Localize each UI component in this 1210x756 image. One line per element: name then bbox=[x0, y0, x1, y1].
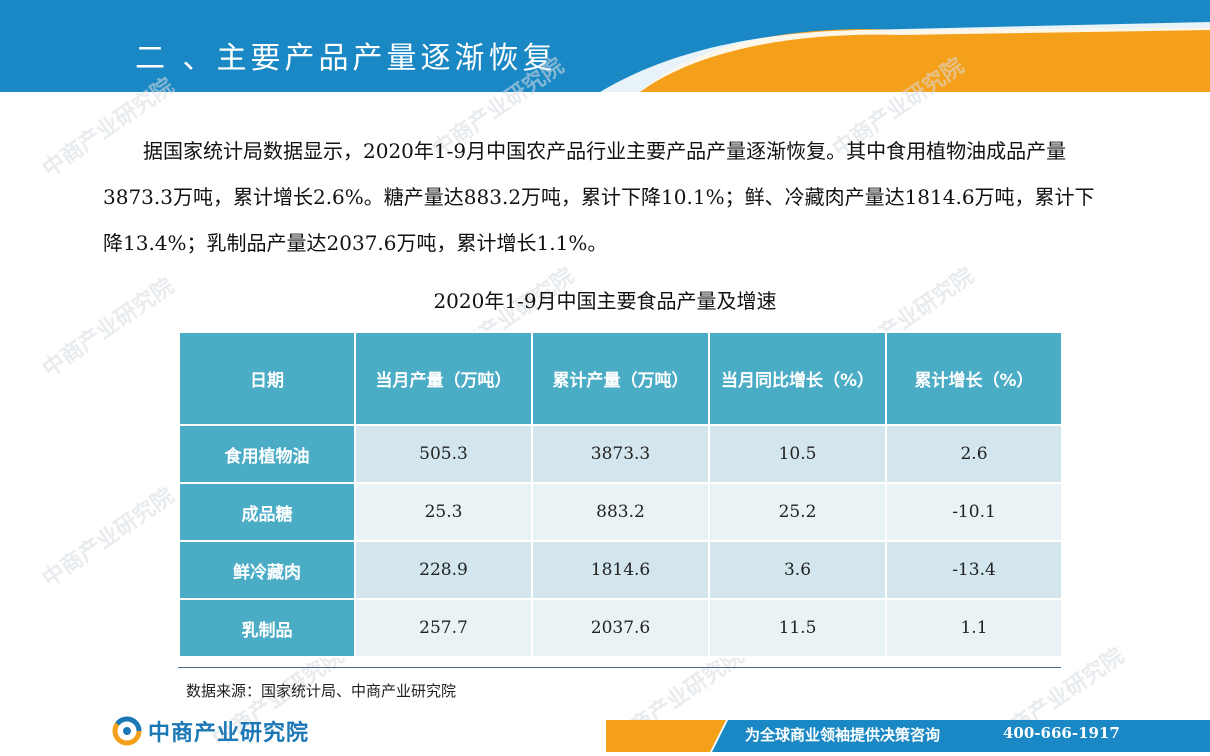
data-source-note: 数据来源：国家统计局、中商产业研究院 bbox=[186, 682, 457, 700]
footer-phone: 400-666-1917 bbox=[1003, 724, 1120, 742]
footer-slogan: 为全球商业领袖提供决策咨询 bbox=[745, 726, 941, 744]
header-cumulative-output: 累计产量（万吨） bbox=[531, 331, 710, 426]
cell-cumulative-output: 883.2 bbox=[531, 482, 710, 542]
page-title: 二 、主要产品产量逐渐恢复 bbox=[135, 41, 557, 76]
header-cumulative-growth: 累计增长（%） bbox=[885, 331, 1063, 426]
table-title: 2020年1-9月中国主要食品产量及增速 bbox=[433, 289, 777, 313]
header-monthly-output: 当月产量（万吨） bbox=[354, 331, 533, 426]
cell-cumulative-growth: -10.1 bbox=[885, 482, 1063, 542]
cell-cumulative-output: 3873.3 bbox=[531, 424, 710, 484]
logo-text: 中商产业研究院 bbox=[148, 721, 310, 746]
cell-monthly-output: 228.9 bbox=[354, 540, 533, 600]
row-label: 成品糖 bbox=[178, 482, 356, 542]
header-band: 二 、主要产品产量逐渐恢复 bbox=[0, 0, 1210, 92]
table-header-row: 日期 当月产量（万吨） 累计产量（万吨） 当月同比增长（%） 累计增长（%） bbox=[178, 331, 1063, 426]
cell-cumulative-growth: 1.1 bbox=[885, 598, 1063, 658]
logo-mark-icon bbox=[112, 716, 142, 746]
cell-cumulative-growth: 2.6 bbox=[885, 424, 1063, 484]
cell-monthly-growth: 10.5 bbox=[708, 424, 887, 484]
source-divider bbox=[178, 667, 1061, 668]
table-row: 成品糖 25.3 883.2 25.2 -10.1 bbox=[178, 482, 1063, 542]
cell-cumulative-growth: -13.4 bbox=[885, 540, 1063, 600]
header-monthly-growth: 当月同比增长（%） bbox=[708, 331, 887, 426]
table-row: 乳制品 257.7 2037.6 11.5 1.1 bbox=[178, 598, 1063, 658]
row-label: 鲜冷藏肉 bbox=[178, 540, 356, 600]
cell-cumulative-output: 2037.6 bbox=[531, 598, 710, 658]
cell-monthly-output: 25.3 bbox=[354, 482, 533, 542]
row-label: 乳制品 bbox=[178, 598, 356, 658]
cell-monthly-growth: 25.2 bbox=[708, 482, 887, 542]
cell-monthly-growth: 3.6 bbox=[708, 540, 887, 600]
table-row: 鲜冷藏肉 228.9 1814.6 3.6 -13.4 bbox=[178, 540, 1063, 600]
intro-paragraph: 据国家统计局数据显示，2020年1-9月中国农产品行业主要产品产量逐渐恢复。其中… bbox=[103, 139, 1095, 255]
row-label: 食用植物油 bbox=[178, 424, 356, 484]
cell-monthly-output: 257.7 bbox=[354, 598, 533, 658]
watermark: 中商产业研究院 bbox=[38, 483, 179, 593]
production-table: 日期 当月产量（万吨） 累计产量（万吨） 当月同比增长（%） 累计增长（%） 食… bbox=[178, 331, 1063, 658]
header-background bbox=[0, 0, 1210, 92]
cell-monthly-growth: 11.5 bbox=[708, 598, 887, 658]
cell-cumulative-output: 1814.6 bbox=[531, 540, 710, 600]
table-row: 食用植物油 505.3 3873.3 10.5 2.6 bbox=[178, 424, 1063, 484]
cell-monthly-output: 505.3 bbox=[354, 424, 533, 484]
company-logo: 中商产业研究院 bbox=[112, 716, 309, 746]
footer-bar bbox=[606, 720, 1210, 752]
header-date: 日期 bbox=[178, 331, 356, 426]
